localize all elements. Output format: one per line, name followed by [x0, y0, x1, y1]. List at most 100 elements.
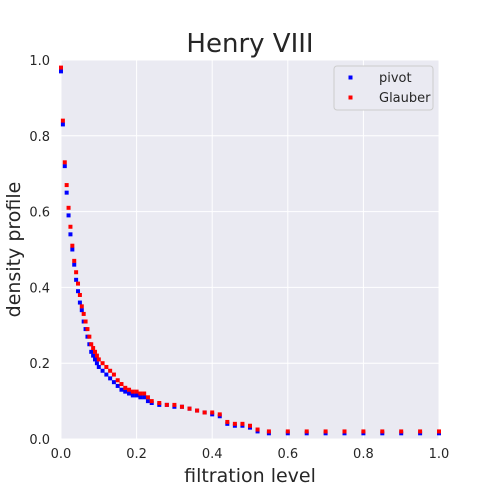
data-point-glauber [418, 429, 423, 434]
data-point-glauber [89, 342, 94, 347]
data-point-glauber [72, 258, 77, 263]
data-point-glauber [74, 270, 79, 275]
data-point-glauber [115, 378, 120, 383]
y-tick-label: 0.4 [29, 281, 50, 296]
data-point-pivot [91, 353, 96, 358]
legend: pivot Glauber [333, 65, 434, 111]
y-tick-label: 0.2 [29, 357, 50, 372]
data-point-pivot [142, 395, 147, 400]
data-point-glauber [149, 399, 154, 404]
data-point-glauber [342, 429, 347, 434]
data-point-glauber [217, 412, 222, 417]
data-point-glauber [81, 311, 86, 316]
data-point-pivot [145, 399, 150, 404]
y-tick-label: 1.0 [29, 54, 50, 69]
data-point-glauber [232, 421, 237, 426]
data-point-pivot [68, 232, 73, 237]
data-point-glauber [304, 429, 309, 434]
data-point-pivot [94, 361, 99, 366]
data-point-pivot [74, 277, 79, 282]
data-point-glauber [111, 372, 116, 377]
data-point-pivot [89, 349, 94, 354]
data-point-glauber [60, 118, 65, 123]
data-point-glauber [187, 406, 192, 411]
data-point-pivot [72, 262, 77, 267]
y-axis-title: density profile [3, 182, 25, 318]
data-point-pivot [76, 289, 81, 294]
data-point-pivot [66, 213, 71, 218]
data-point-glauber [380, 429, 385, 434]
y-axis-ticks: 0.0 0.2 0.4 0.6 0.8 1.0 [29, 54, 50, 448]
data-point-pivot [127, 391, 132, 396]
data-point-glauber [87, 334, 92, 339]
data-point-pivot [104, 372, 109, 377]
data-point-glauber [96, 357, 101, 362]
data-point-glauber [172, 402, 177, 407]
data-point-pivot [70, 247, 75, 252]
data-point-glauber [248, 423, 252, 428]
data-point-pivot [60, 122, 65, 127]
data-point-pivot [93, 357, 98, 362]
legend-marker-glauber [348, 95, 353, 100]
data-point-glauber [179, 404, 184, 409]
data-point-glauber [210, 410, 215, 415]
data-point-glauber [76, 281, 81, 286]
data-point-glauber [123, 385, 128, 390]
legend-label-pivot: pivot [379, 71, 412, 86]
data-point-pivot [138, 395, 143, 400]
data-point-pivot [119, 387, 124, 392]
x-tick-label: 0.0 [51, 447, 72, 462]
data-point-glauber [142, 391, 147, 396]
data-point-glauber [164, 402, 169, 407]
data-point-glauber [437, 429, 441, 434]
data-point-pivot [64, 190, 69, 195]
data-point-glauber [59, 65, 63, 70]
chart-title: Henry VIII [186, 29, 313, 59]
data-point-pivot [100, 368, 105, 373]
data-point-glauber [93, 349, 98, 354]
data-point-pivot [96, 364, 101, 369]
data-point-glauber [157, 401, 162, 405]
data-point-glauber [361, 429, 366, 434]
x-tick-label: 0.8 [353, 447, 374, 462]
data-point-glauber [83, 319, 88, 324]
data-point-glauber [119, 382, 124, 387]
x-tick-label: 0.6 [277, 447, 298, 462]
data-point-glauber [79, 304, 84, 309]
data-point-glauber [134, 389, 139, 394]
data-point-glauber [104, 364, 109, 369]
data-point-pivot [111, 380, 116, 385]
plot-background [61, 60, 439, 439]
data-point-glauber [100, 361, 105, 366]
data-point-glauber [225, 419, 230, 424]
legend-label-glauber: Glauber [379, 91, 431, 106]
data-point-pivot [108, 376, 113, 381]
data-points [59, 65, 441, 436]
data-point-glauber [85, 327, 90, 332]
data-point-glauber [240, 421, 245, 426]
data-point-pivot [59, 69, 63, 74]
data-point-pivot [62, 164, 67, 169]
data-point-pivot [134, 393, 139, 398]
data-point-glauber [94, 353, 99, 358]
y-tick-label: 0.8 [29, 130, 50, 145]
data-point-glauber [399, 429, 404, 434]
x-tick-label: 0.2 [126, 447, 147, 462]
data-point-glauber [130, 389, 135, 394]
data-point-glauber [64, 183, 69, 188]
data-point-glauber [285, 429, 290, 434]
data-point-glauber [145, 395, 150, 400]
data-point-glauber [255, 427, 260, 432]
data-point-glauber [127, 387, 132, 392]
data-point-glauber [77, 292, 82, 297]
x-axis-title: filtration level [184, 465, 316, 487]
data-point-pivot [123, 389, 128, 394]
data-point-glauber [195, 408, 200, 413]
data-point-glauber [66, 205, 71, 210]
y-tick-label: 0.6 [29, 206, 50, 221]
x-axis-ticks: 0.0 0.2 0.4 0.6 0.8 1.0 [51, 447, 450, 462]
data-point-pivot [79, 308, 84, 313]
data-point-glauber [266, 429, 271, 434]
